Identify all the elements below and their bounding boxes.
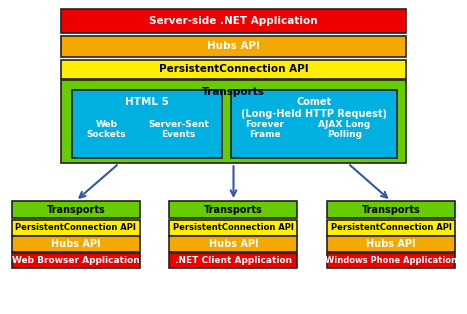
FancyBboxPatch shape — [12, 220, 140, 236]
FancyBboxPatch shape — [61, 36, 406, 57]
Text: Hubs API: Hubs API — [51, 239, 100, 249]
FancyBboxPatch shape — [327, 236, 455, 252]
FancyBboxPatch shape — [72, 90, 222, 158]
FancyBboxPatch shape — [304, 105, 385, 154]
FancyBboxPatch shape — [236, 105, 294, 154]
Text: PersistentConnection API: PersistentConnection API — [173, 223, 294, 232]
FancyBboxPatch shape — [61, 9, 406, 33]
Text: Hubs API: Hubs API — [209, 239, 258, 249]
FancyBboxPatch shape — [231, 90, 397, 158]
FancyBboxPatch shape — [12, 201, 140, 218]
Text: Comet
(Long-Held HTTP Request): Comet (Long-Held HTTP Request) — [241, 97, 387, 119]
FancyBboxPatch shape — [169, 201, 297, 218]
Text: PersistentConnection API: PersistentConnection API — [159, 64, 308, 74]
FancyBboxPatch shape — [169, 220, 297, 236]
FancyBboxPatch shape — [12, 253, 140, 268]
Text: Server-side .NET Application: Server-side .NET Application — [149, 16, 318, 26]
FancyBboxPatch shape — [145, 105, 212, 154]
Text: Hubs API: Hubs API — [207, 41, 260, 51]
Text: Transports: Transports — [362, 205, 420, 214]
Text: Web Browser Application: Web Browser Application — [12, 256, 140, 265]
Text: Forever
Frame: Forever Frame — [246, 120, 284, 139]
FancyBboxPatch shape — [61, 60, 406, 78]
FancyBboxPatch shape — [327, 253, 455, 268]
Text: Hubs API: Hubs API — [367, 239, 416, 249]
FancyBboxPatch shape — [327, 220, 455, 236]
Text: PersistentConnection API: PersistentConnection API — [15, 223, 136, 232]
FancyBboxPatch shape — [61, 80, 406, 163]
FancyBboxPatch shape — [169, 236, 297, 252]
Text: Windows Phone Application: Windows Phone Application — [325, 256, 457, 265]
FancyBboxPatch shape — [77, 105, 135, 154]
Text: Transports: Transports — [47, 205, 105, 214]
FancyBboxPatch shape — [12, 236, 140, 252]
Text: .NET Client Application: .NET Client Application — [175, 256, 292, 265]
Text: AJAX Long
Polling: AJAX Long Polling — [318, 120, 370, 139]
Text: PersistentConnection API: PersistentConnection API — [331, 223, 452, 232]
Text: HTML 5: HTML 5 — [125, 97, 169, 107]
Text: Web
Sockets: Web Sockets — [86, 120, 126, 139]
Text: Transports: Transports — [202, 87, 265, 97]
FancyBboxPatch shape — [327, 201, 455, 218]
FancyBboxPatch shape — [169, 253, 297, 268]
Text: Transports: Transports — [204, 205, 262, 214]
Text: Server-Sent
Events: Server-Sent Events — [148, 120, 209, 139]
